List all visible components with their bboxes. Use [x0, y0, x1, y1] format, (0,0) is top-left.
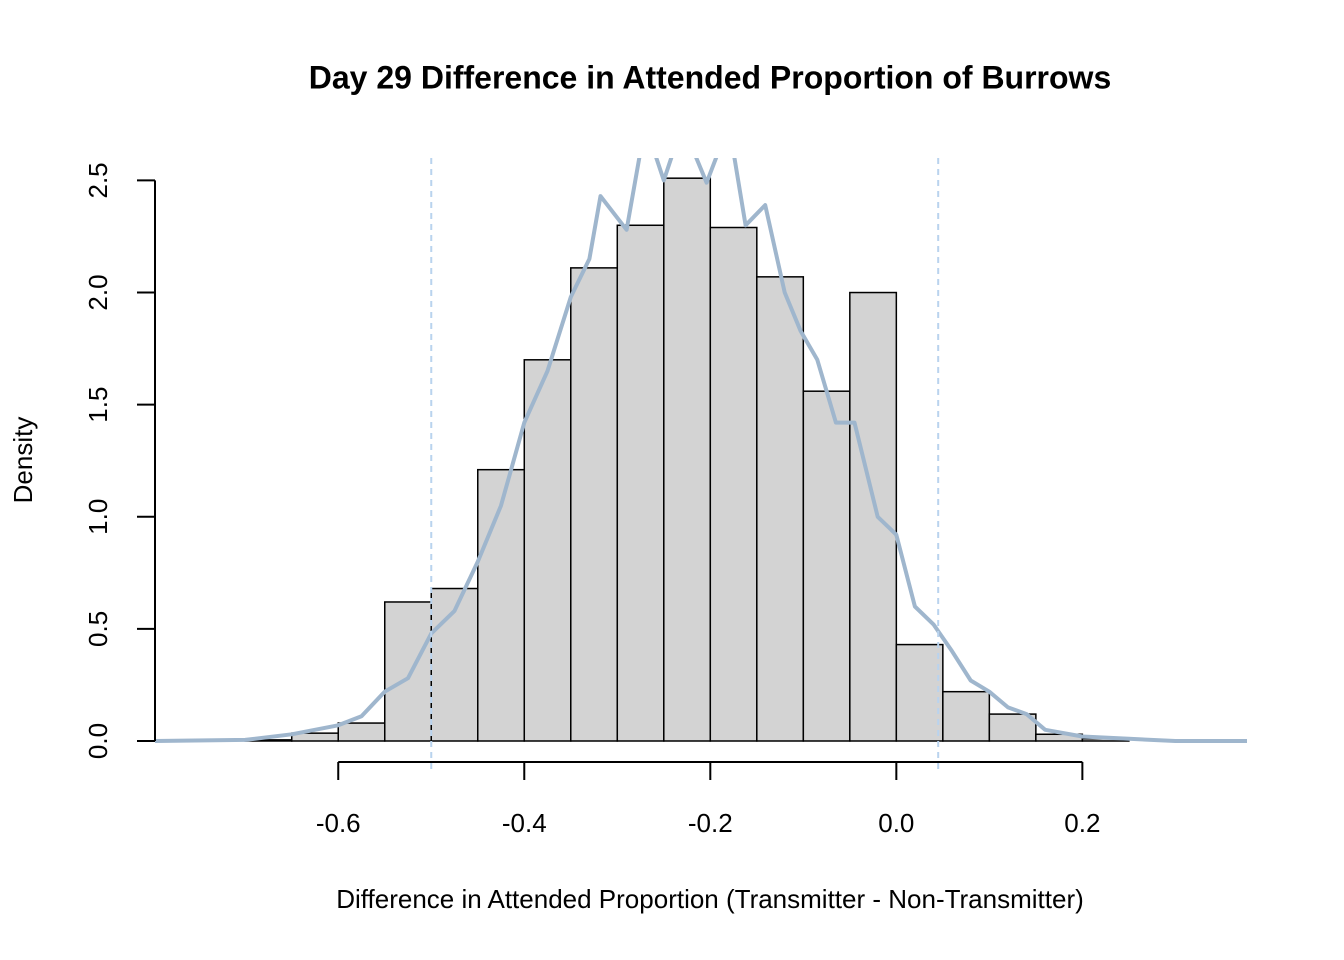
- x-tick-label: 0.2: [1064, 808, 1100, 838]
- plot-area: [155, 158, 1247, 743]
- y-axis-label: Density: [8, 417, 38, 504]
- bar: [430, 587, 479, 742]
- x-axis-label: Difference in Attended Proportion (Trans…: [336, 884, 1084, 914]
- y-tick-label: 1.5: [83, 387, 113, 423]
- x-tick-label: -0.6: [316, 808, 361, 838]
- bar: [337, 722, 386, 742]
- bar: [616, 224, 665, 742]
- bar: [523, 359, 572, 742]
- y-tick-label: 2.0: [83, 274, 113, 310]
- x-tick-label: -0.2: [688, 808, 733, 838]
- y-tick-label: 0.5: [83, 611, 113, 647]
- bar: [849, 291, 898, 742]
- x-tick-label: -0.4: [502, 808, 547, 838]
- y-tick-label: 0.0: [83, 723, 113, 759]
- bar: [756, 276, 805, 742]
- bar: [802, 390, 851, 742]
- chart-title: Day 29 Difference in Attended Proportion…: [309, 59, 1111, 95]
- y-tick-label: 2.5: [83, 162, 113, 198]
- bar: [383, 601, 433, 742]
- bar: [709, 226, 758, 742]
- y-tick-label: 1.0: [83, 499, 113, 535]
- bar: [570, 267, 619, 742]
- bar: [663, 177, 712, 742]
- bar: [942, 690, 991, 742]
- bar: [895, 643, 944, 742]
- bar: [988, 713, 1037, 742]
- x-tick-label: 0.0: [878, 808, 914, 838]
